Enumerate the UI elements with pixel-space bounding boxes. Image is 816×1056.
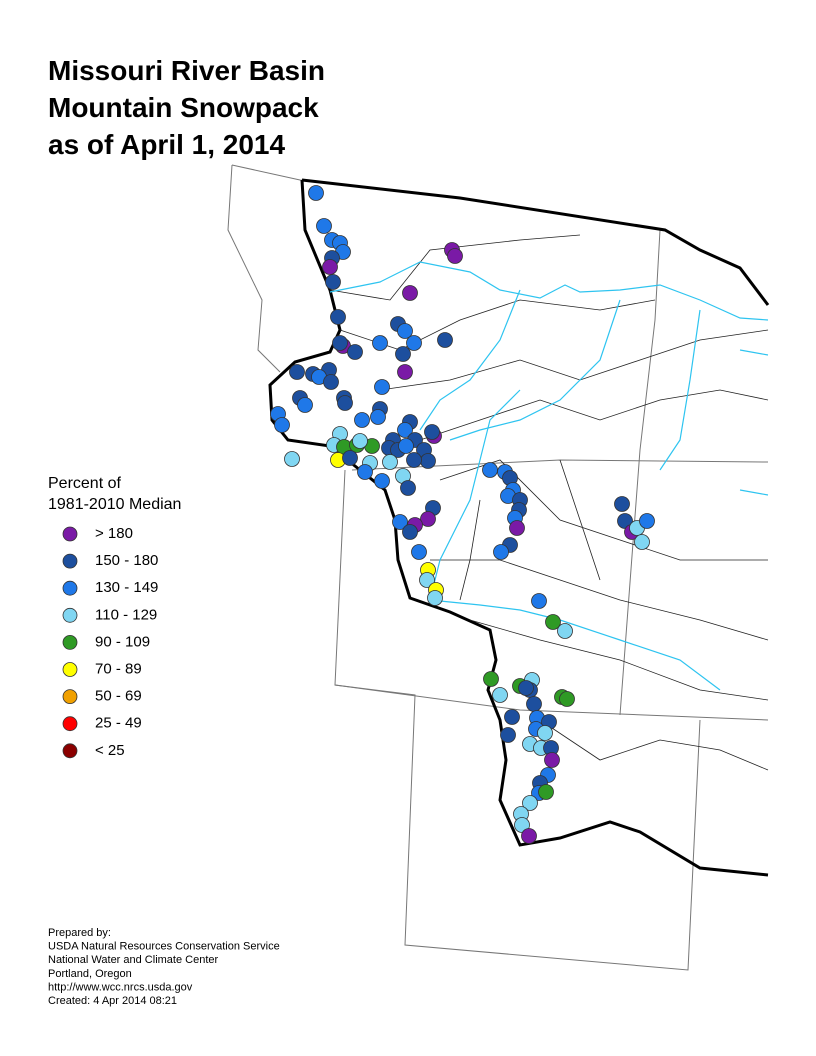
legend-swatch — [62, 526, 78, 542]
site-marker — [406, 335, 422, 351]
site-marker — [538, 784, 554, 800]
site-marker — [500, 727, 516, 743]
site-marker — [504, 709, 520, 725]
basin-boundary — [268, 178, 770, 877]
footer-line: Created: 4 Apr 2014 08:21 — [48, 995, 177, 1007]
legend-label: 25 - 49 — [95, 715, 142, 732]
site-marker — [357, 464, 373, 480]
legend-label: 150 - 180 — [95, 552, 158, 569]
site-marker — [297, 397, 313, 413]
site-marker — [492, 687, 508, 703]
footer-line: Prepared by: — [48, 927, 111, 939]
site-marker — [493, 544, 509, 560]
site-marker — [398, 438, 414, 454]
site-marker — [372, 335, 388, 351]
site-marker — [395, 346, 411, 362]
footer-line: http://www.wcc.nrcs.usda.gov — [48, 981, 193, 993]
state-boundaries — [227, 164, 769, 971]
site-marker — [316, 218, 332, 234]
site-marker — [427, 590, 443, 606]
site-marker — [424, 424, 440, 440]
site-marker — [420, 453, 436, 469]
site-marker — [482, 462, 498, 478]
rivers — [329, 261, 769, 691]
site-marker — [526, 696, 542, 712]
site-marker — [400, 480, 416, 496]
sub-basins — [329, 234, 769, 771]
title-line: Mountain Snowpack — [48, 92, 319, 123]
site-markers — [270, 185, 655, 844]
site-marker — [352, 433, 368, 449]
legend-label: 50 - 69 — [95, 688, 142, 705]
legend-swatch — [62, 689, 78, 704]
legend-label: 70 - 89 — [95, 660, 142, 677]
site-marker — [308, 185, 324, 201]
legend-swatch — [62, 662, 78, 677]
site-marker — [402, 524, 418, 540]
site-marker — [614, 496, 630, 512]
title-line: as of April 1, 2014 — [48, 129, 285, 160]
site-marker — [397, 422, 413, 438]
legend-swatch — [62, 743, 78, 759]
site-marker — [437, 332, 453, 348]
site-marker — [557, 623, 573, 639]
site-marker — [325, 274, 341, 290]
site-marker — [289, 364, 305, 380]
footer-line: National Water and Climate Center — [48, 954, 219, 966]
legend-swatch — [62, 580, 78, 596]
site-marker — [402, 285, 418, 301]
legend-label: 130 - 149 — [95, 579, 158, 596]
site-marker — [406, 452, 422, 468]
legend-label: > 180 — [95, 525, 133, 542]
site-marker — [342, 450, 358, 466]
legend-label: 110 - 129 — [95, 606, 157, 623]
site-marker — [354, 412, 370, 428]
legend-swatch — [62, 553, 78, 569]
site-marker — [332, 335, 348, 351]
site-marker — [392, 514, 408, 530]
site-marker — [420, 511, 436, 527]
site-marker — [397, 364, 413, 380]
site-marker — [411, 544, 427, 560]
site-marker — [447, 248, 463, 264]
site-marker — [419, 572, 435, 588]
site-marker — [545, 614, 561, 630]
site-marker — [639, 513, 655, 529]
site-marker — [559, 691, 575, 707]
site-marker — [323, 374, 339, 390]
legend-label: 90 - 109 — [95, 633, 150, 650]
site-marker — [483, 671, 499, 687]
site-marker — [284, 451, 300, 467]
legend-swatch — [62, 716, 78, 732]
site-marker — [374, 473, 390, 489]
site-marker — [374, 379, 390, 395]
legend-label: < 25 — [95, 742, 125, 759]
site-marker — [274, 417, 290, 433]
site-marker — [330, 309, 346, 325]
site-marker — [382, 454, 398, 470]
site-marker — [397, 323, 413, 339]
site-marker — [347, 344, 363, 360]
footer-line: Portland, Oregon — [48, 968, 132, 980]
legend-swatch — [62, 635, 78, 650]
site-marker — [509, 520, 525, 536]
site-marker — [521, 828, 537, 844]
texts: Missouri River Basin Mountain Snowpack as … — [48, 55, 325, 1007]
footer-line: USDA Natural Resources Conservation Serv… — [48, 941, 280, 953]
site-marker — [322, 259, 338, 275]
site-marker — [337, 395, 353, 411]
site-marker — [544, 752, 560, 768]
site-marker — [370, 409, 386, 425]
site-marker — [518, 680, 534, 696]
site-marker — [522, 795, 538, 811]
legend-title: Percent of — [48, 475, 121, 492]
site-marker — [537, 725, 553, 741]
legend-swatch — [62, 607, 78, 623]
legend-title: 1981-2010 Median — [48, 496, 181, 513]
site-marker — [634, 534, 650, 550]
title-line: Missouri River Basin — [48, 55, 325, 86]
site-marker — [531, 593, 547, 609]
